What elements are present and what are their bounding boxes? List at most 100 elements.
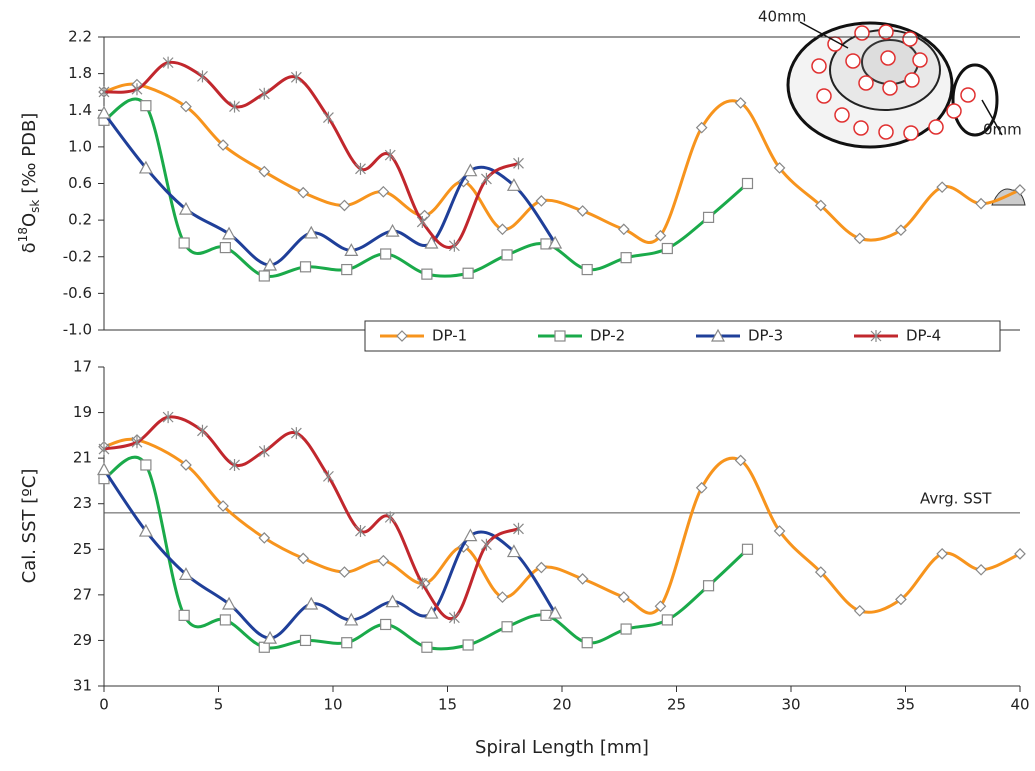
annotation: 40mm [758, 8, 806, 26]
y-title-part: 18 [16, 227, 30, 242]
marker [219, 241, 231, 254]
marker [501, 621, 513, 633]
reference-label: Avrg. SST [920, 489, 992, 507]
y-tick-label: 0.2 [68, 211, 92, 229]
marker [384, 511, 396, 524]
marker [462, 639, 474, 651]
marker [338, 566, 351, 578]
marker [773, 162, 786, 174]
marker [229, 458, 240, 471]
marker [263, 630, 278, 644]
marker [695, 121, 708, 134]
marker [98, 85, 110, 98]
y-title-part: [‰ PDB] [19, 113, 40, 194]
marker [131, 436, 143, 449]
x-tick-label: 35 [896, 696, 915, 714]
marker [870, 330, 882, 342]
marker [322, 470, 334, 483]
marker [702, 580, 715, 592]
marker [654, 229, 667, 242]
y-axis-title: δ18Osk [‰ PDB] [16, 113, 42, 254]
marker [299, 261, 312, 273]
marker [297, 186, 310, 199]
marker [554, 330, 566, 342]
legend-label: DP-2 [590, 327, 625, 345]
series-line [103, 415, 520, 621]
y-tick-label: 27 [73, 585, 92, 603]
marker [481, 538, 492, 551]
marker [617, 591, 630, 603]
marker [140, 459, 152, 471]
marker [222, 226, 237, 240]
marker [506, 544, 521, 558]
marker [297, 552, 310, 565]
marker [421, 641, 433, 653]
marker [258, 87, 270, 100]
marker [377, 185, 390, 198]
y-tick-label: 25 [73, 540, 92, 558]
marker [178, 609, 190, 621]
marker [290, 427, 302, 440]
y-axis-title: Cal. SST [ºC] [19, 469, 40, 584]
x-tick-label: 30 [781, 696, 800, 714]
marker [581, 637, 593, 649]
x-tick-label: 20 [552, 696, 571, 714]
marker [385, 594, 400, 608]
marker [462, 267, 474, 279]
x-tick-label: 15 [438, 696, 457, 714]
marker [654, 600, 667, 613]
marker [217, 139, 229, 151]
marker [162, 411, 174, 424]
marker [416, 577, 428, 590]
y-title-part: δ [19, 242, 40, 253]
marker [1014, 547, 1026, 560]
marker [138, 160, 153, 174]
marker [620, 252, 632, 264]
marker [535, 195, 548, 207]
marker [341, 263, 353, 276]
marker [1014, 184, 1026, 196]
marker [496, 223, 509, 236]
marker [501, 249, 513, 261]
marker [481, 172, 492, 185]
marker [895, 593, 907, 606]
marker [377, 554, 390, 567]
y-tick-label: -0.6 [63, 284, 92, 302]
marker [576, 205, 589, 217]
y-tick-label: 31 [73, 677, 92, 695]
marker [98, 443, 110, 456]
marker [418, 209, 431, 222]
marker [548, 235, 563, 249]
marker [734, 454, 747, 467]
legend-label: DP-1 [432, 327, 467, 345]
y-tick-label: 21 [73, 449, 92, 467]
y-tick-label: 0.6 [68, 174, 92, 192]
marker [895, 224, 907, 237]
marker [229, 100, 240, 113]
y-tick-label: 1.8 [68, 64, 92, 82]
marker [548, 605, 563, 619]
marker [384, 149, 396, 162]
marker [290, 71, 302, 84]
legend: DP-1 DP-2 DP-3 DP-4 [364, 320, 1001, 352]
marker [814, 199, 827, 212]
marker [421, 268, 433, 280]
y-tick-label: 29 [73, 631, 92, 649]
series-line [103, 455, 749, 651]
y-title-part: sk [28, 200, 42, 213]
marker [773, 525, 786, 537]
marker [197, 424, 208, 437]
marker [258, 445, 270, 458]
marker [513, 157, 524, 170]
marker [258, 641, 270, 653]
marker [448, 239, 460, 252]
series-line [103, 60, 520, 249]
marker [513, 522, 524, 535]
marker [385, 223, 400, 237]
marker [322, 111, 334, 124]
y-tick-label: 23 [73, 494, 92, 512]
marker [344, 612, 359, 626]
x-axis-title: Spiral Length [mm] [475, 737, 649, 758]
